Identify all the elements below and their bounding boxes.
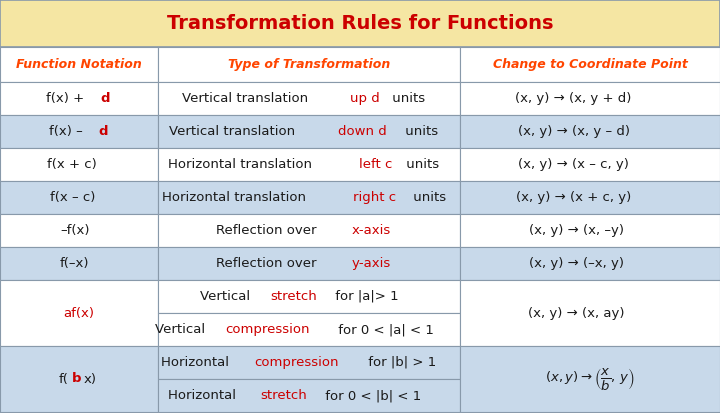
Text: (x, y) → (x – c, y): (x, y) → (x – c, y) — [518, 158, 629, 171]
Bar — [0, 82, 158, 115]
Text: f(–x): f(–x) — [60, 257, 89, 270]
Text: for |a|> 1: for |a|> 1 — [330, 290, 398, 303]
Bar — [0, 148, 158, 181]
Text: Vertical translation: Vertical translation — [169, 125, 300, 138]
Bar — [158, 280, 460, 313]
Text: Vertical: Vertical — [200, 290, 254, 303]
Bar — [460, 214, 720, 247]
Bar — [158, 47, 460, 82]
Text: (x, y) → (–x, y): (x, y) → (–x, y) — [528, 257, 624, 270]
Text: Reflection over: Reflection over — [216, 257, 321, 270]
Bar — [158, 181, 460, 214]
Text: units: units — [400, 125, 438, 138]
Text: d: d — [98, 125, 107, 138]
Text: –f(x): –f(x) — [60, 224, 89, 237]
Text: for 0 < |b| < 1: for 0 < |b| < 1 — [321, 389, 421, 402]
Bar — [460, 280, 720, 346]
Text: (x, y) → (x, y + d): (x, y) → (x, y + d) — [515, 92, 631, 105]
Text: units: units — [408, 191, 446, 204]
Text: (x, y) → (x + c, y): (x, y) → (x + c, y) — [516, 191, 631, 204]
Text: Horizontal: Horizontal — [168, 389, 240, 402]
Bar — [158, 346, 460, 379]
Text: Change to Coordinate Point: Change to Coordinate Point — [492, 58, 688, 71]
Text: f(x) –: f(x) – — [49, 125, 87, 138]
Text: b: b — [71, 373, 81, 385]
Bar — [0, 280, 158, 346]
Text: f(x) +: f(x) + — [46, 92, 89, 105]
Text: up d: up d — [350, 92, 379, 105]
Bar — [0, 346, 158, 412]
Bar — [460, 82, 720, 115]
Text: x): x) — [84, 373, 96, 385]
Text: Reflection over: Reflection over — [216, 224, 321, 237]
Bar — [0, 214, 158, 247]
Text: for |b| > 1: for |b| > 1 — [364, 356, 436, 369]
Bar — [158, 379, 460, 412]
Text: (x, y) → (x, ay): (x, y) → (x, ay) — [528, 306, 624, 320]
Text: f(x – c): f(x – c) — [50, 191, 95, 204]
Text: left c: left c — [359, 158, 392, 171]
Text: Horizontal: Horizontal — [161, 356, 233, 369]
Text: units: units — [402, 158, 439, 171]
Bar — [0, 181, 158, 214]
Text: y‑axis: y‑axis — [351, 257, 390, 270]
Text: (x, y) → (x, y – d): (x, y) → (x, y – d) — [518, 125, 630, 138]
Bar — [460, 148, 720, 181]
Text: Type of Transformation: Type of Transformation — [228, 58, 390, 71]
Bar — [158, 247, 460, 280]
Bar — [460, 115, 720, 148]
Bar — [158, 82, 460, 115]
Text: for 0 < |a| < 1: for 0 < |a| < 1 — [334, 323, 434, 336]
Bar — [0, 47, 158, 82]
Text: stretch: stretch — [270, 290, 317, 303]
Text: f(: f( — [59, 373, 68, 385]
Bar — [460, 346, 720, 412]
Text: Horizontal translation: Horizontal translation — [168, 158, 316, 171]
Bar — [460, 47, 720, 82]
Text: units: units — [388, 92, 426, 105]
Text: compression: compression — [254, 356, 339, 369]
Text: d: d — [101, 92, 110, 105]
Text: $(x, y) \rightarrow \left(\dfrac{x}{b},\, y\right)$: $(x, y) \rightarrow \left(\dfrac{x}{b},\… — [545, 366, 635, 392]
Text: f(x + c): f(x + c) — [47, 158, 96, 171]
Text: compression: compression — [225, 323, 310, 336]
Text: (x, y) → (x, –y): (x, y) → (x, –y) — [528, 224, 624, 237]
Bar — [460, 247, 720, 280]
Text: Vertical: Vertical — [155, 323, 210, 336]
Text: Vertical translation: Vertical translation — [181, 92, 312, 105]
Text: right c: right c — [353, 191, 396, 204]
Bar — [0, 247, 158, 280]
Bar — [158, 313, 460, 346]
Text: Horizontal translation: Horizontal translation — [161, 191, 310, 204]
Text: x‑axis: x‑axis — [351, 224, 390, 237]
Bar — [158, 148, 460, 181]
Bar — [158, 214, 460, 247]
Text: Function Notation: Function Notation — [16, 58, 142, 71]
Text: Transformation Rules for Functions: Transformation Rules for Functions — [167, 14, 553, 33]
Bar — [0, 0, 720, 47]
Text: down d: down d — [338, 125, 387, 138]
Bar — [460, 181, 720, 214]
Bar — [0, 115, 158, 148]
Text: af(x): af(x) — [63, 306, 94, 320]
Text: stretch: stretch — [261, 389, 307, 402]
Bar — [158, 115, 460, 148]
